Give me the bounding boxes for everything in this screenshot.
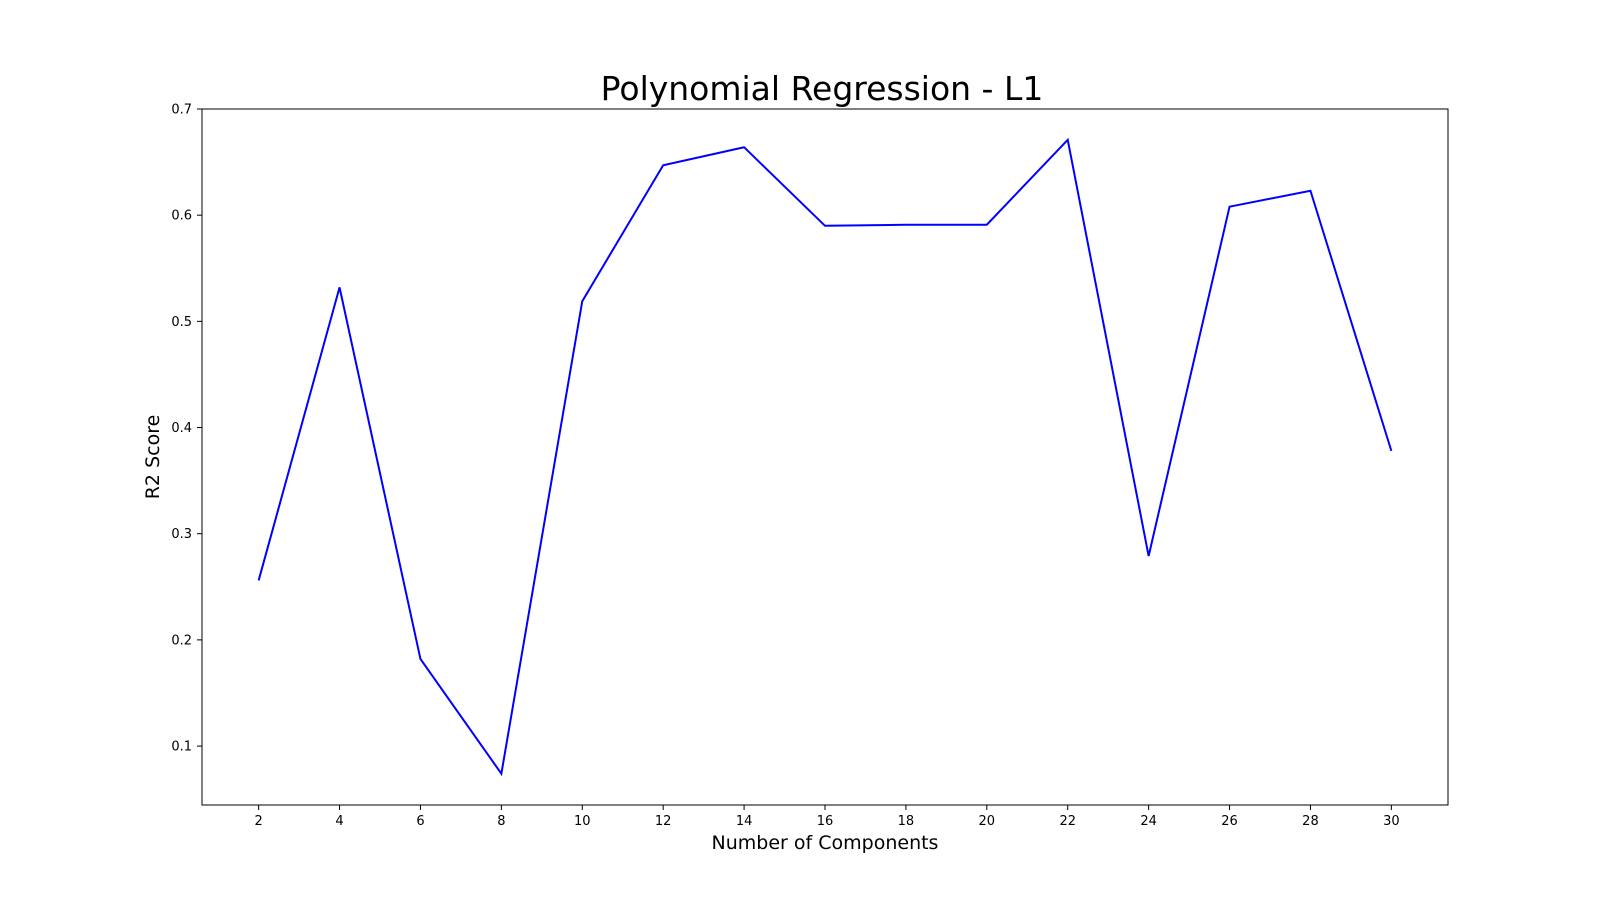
y-tick-label: 0.3: [171, 527, 192, 542]
chart-title: Polynomial Regression - L1: [601, 69, 1044, 108]
y-tick-label: 0.1: [171, 740, 192, 755]
x-tick-label: 26: [1221, 814, 1238, 829]
x-tick-label: 22: [1059, 814, 1076, 829]
x-tick-label: 18: [898, 814, 915, 829]
x-tick-label: 4: [335, 814, 343, 829]
x-tick-label: 2: [254, 814, 262, 829]
y-tick-label: 0.5: [171, 315, 192, 330]
y-tick-label: 0.4: [171, 421, 192, 436]
x-tick-label: 10: [574, 814, 591, 829]
x-tick-label: 16: [817, 814, 834, 829]
x-tick-label: 20: [979, 814, 996, 829]
series-line: [257, 137, 1393, 777]
series-layer: [257, 137, 1393, 777]
y-tick-label: 0.7: [171, 103, 192, 118]
x-axis-label: Number of Components: [712, 832, 939, 854]
x-tick-label: 30: [1383, 814, 1400, 829]
x-tick-label: 14: [736, 814, 753, 829]
x-tick-label: 8: [497, 814, 505, 829]
plot-area-frame: [201, 108, 1449, 806]
y-tick-label: 0.2: [171, 633, 192, 648]
y-axis-ticks: 0.1 0.2 0.3 0.4 0.5 0.6 0.7: [171, 103, 202, 755]
y-tick-label: 0.6: [171, 209, 192, 224]
x-tick-label: 24: [1140, 814, 1157, 829]
x-tick-label: 12: [655, 814, 672, 829]
y-axis-label: R2 Score: [142, 415, 164, 500]
x-tick-label: 28: [1302, 814, 1319, 829]
x-axis-ticks: 2 4 6 8 10 12 14 16 18 20 22 24 26 28 30: [254, 805, 1400, 829]
x-tick-label: 6: [416, 814, 424, 829]
